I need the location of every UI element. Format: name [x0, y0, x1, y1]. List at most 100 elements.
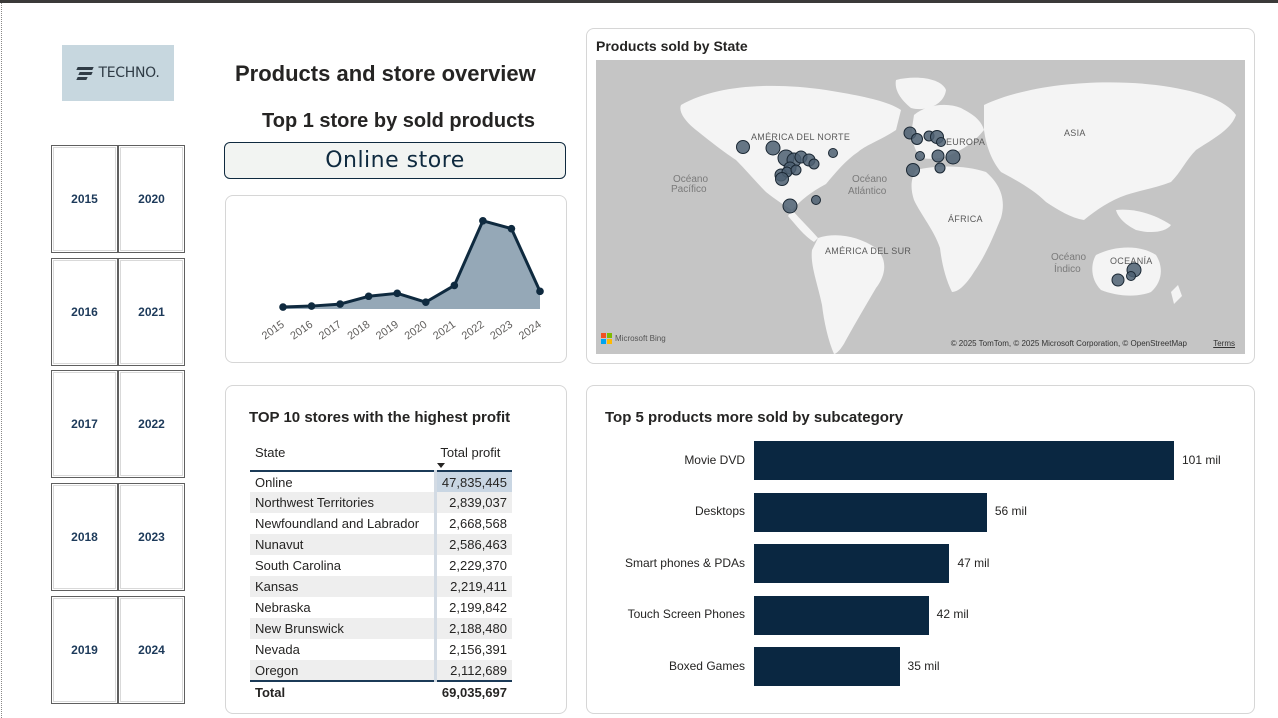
bar[interactable]	[754, 595, 929, 635]
bar[interactable]	[754, 492, 987, 532]
trend-point[interactable]	[421, 298, 430, 306]
trend-tick-label: 2024	[517, 319, 544, 343]
table-row[interactable]: Northwest Territories 2,839,037	[250, 492, 512, 513]
left-border	[1, 3, 2, 718]
sales-trend-card[interactable]: 2015 2016 2017 2018 2019 2020 2021 2022 2023 2024	[225, 195, 567, 363]
subcategory-title: Top 5 products more sold by subcategory	[605, 409, 904, 426]
map-bubble	[936, 137, 946, 147]
europe-land	[911, 104, 984, 159]
bar-category-label: Movie DVD	[684, 452, 745, 467]
map-label-north-america: AMÉRICA DEL NORTE	[751, 132, 850, 142]
trend-point[interactable]	[450, 281, 459, 290]
bar-category-label: Smart phones & PDAs	[624, 555, 745, 570]
new-zealand-land	[1171, 285, 1182, 304]
north-america-land	[680, 85, 901, 210]
year-button[interactable]: 2020	[118, 145, 185, 253]
world-map[interactable]: AMÉRICA DEL NORTE EUROPA ASIA ÁFRICA AMÉ…	[596, 60, 1245, 354]
bar-data-label: 42 mil	[936, 607, 969, 621]
map-label-oceania: OCEANÍA	[1110, 256, 1153, 266]
year-button[interactable]: 2016	[51, 258, 118, 366]
bing-logo: Microsoft Bing	[601, 333, 666, 344]
map-bubble	[934, 162, 946, 174]
profit-cell: 2,839,037	[433, 492, 512, 513]
map-bubbles[interactable]	[736, 126, 1142, 287]
year-button[interactable]: 2023	[118, 483, 185, 591]
map-bubble	[775, 172, 789, 186]
trend-point[interactable]	[507, 224, 516, 233]
trend-tick-label: 2015	[260, 319, 287, 343]
bar[interactable]	[754, 544, 950, 583]
trend-point[interactable]	[307, 302, 316, 310]
state-cell: New Brunswick	[250, 618, 436, 639]
state-cell: Northwest Territories	[250, 492, 436, 513]
trend-point[interactable]	[536, 287, 544, 296]
table-row[interactable]: Newfoundland and Labrador 2,668,568	[250, 513, 512, 534]
trend-tick-label: 2021	[431, 319, 458, 343]
bar[interactable]	[754, 441, 1174, 480]
state-cell: Nunavut	[250, 534, 436, 555]
trend-point[interactable]	[393, 289, 402, 298]
profit-table-title: TOP 10 stores with the highest profit	[249, 409, 511, 426]
table-row[interactable]: Kansas 2,219,411	[250, 576, 512, 597]
year-button[interactable]: 2024	[118, 596, 185, 704]
trend-tick-label: 2022	[460, 319, 487, 343]
state-cell: Online	[250, 471, 436, 492]
map-bubble	[931, 149, 945, 163]
trend-point[interactable]	[479, 217, 487, 225]
trend-point[interactable]	[279, 303, 287, 311]
table-row[interactable]: Nebraska 2,199,842	[250, 597, 512, 618]
column-header-total-profit[interactable]: Total profit	[435, 441, 512, 472]
greenland-land	[895, 77, 946, 110]
table-row[interactable]: Nevada 2,156,391	[250, 639, 512, 660]
map-label-africa: ÁFRICA	[948, 214, 983, 224]
logo-mark-icon	[75, 66, 95, 80]
bar-data-label: 47 mil	[957, 555, 990, 570]
state-cell: Nebraska	[250, 597, 436, 618]
logo-text: TECHNO.	[98, 65, 160, 81]
profit-cell: 2,112,689	[433, 660, 512, 681]
subcategory-card[interactable]: Top 5 products more sold by subcategory	[586, 385, 1255, 714]
table-row[interactable]: South Carolina 2,229,370	[250, 555, 512, 576]
bar-category-label: Desktops	[694, 504, 745, 518]
map-label-atlantic-1: Océano	[852, 174, 887, 185]
map-label-pacific-2: Pacífico	[671, 184, 707, 195]
section-subtitle: Top 1 store by sold products	[262, 110, 535, 132]
profit-cell: 2,199,842	[433, 597, 512, 618]
map-bubble	[828, 148, 838, 158]
map-terms-link[interactable]: Terms	[1213, 339, 1235, 348]
table-row[interactable]: Oregon 2,112,689	[250, 660, 512, 681]
bar-data-label: 101 mil	[1182, 452, 1221, 467]
year-button[interactable]: 2018	[51, 483, 118, 591]
trend-point[interactable]	[336, 300, 344, 308]
profit-cell: 2,668,568	[433, 513, 512, 534]
table-row[interactable]: Online 47,835,445	[250, 471, 512, 492]
profit-cell: 2,156,391	[433, 639, 512, 660]
profit-cell: 2,219,411	[433, 576, 512, 597]
table-row[interactable]: Nunavut 2,586,463	[250, 534, 512, 555]
year-button[interactable]: 2015	[51, 145, 118, 253]
top-border	[0, 0, 1278, 3]
trend-tick-label: 2023	[488, 319, 515, 343]
south-america-land	[811, 235, 885, 354]
year-button[interactable]: 2022	[118, 370, 185, 478]
microsoft-logo-icon	[601, 333, 612, 344]
australia-land	[1092, 247, 1161, 296]
trend-point[interactable]	[364, 292, 373, 301]
table-row[interactable]: New Brunswick 2,188,480	[250, 618, 512, 639]
year-button[interactable]: 2019	[51, 596, 118, 704]
central-america-land	[788, 210, 818, 242]
bar-data-label: 35 mil	[907, 658, 940, 673]
sales-trend-chart: 2015 2016 2017 2018 2019 2020 2021 2022 2023 2024	[260, 217, 544, 343]
year-button[interactable]: 2017	[51, 370, 118, 478]
bar[interactable]	[754, 647, 900, 686]
southeast-asia-land	[1116, 209, 1171, 233]
bing-text: Microsoft Bing	[615, 334, 666, 343]
map-label-asia: ASIA	[1064, 128, 1086, 138]
profit-cell: 2,188,480	[433, 618, 512, 639]
trend-tick-label: 2017	[317, 319, 344, 343]
sort-descending-icon	[437, 463, 446, 468]
map-label-indian-2: Índico	[1054, 262, 1081, 275]
column-header-state[interactable]: State	[250, 441, 436, 472]
page-title: Products and store overview	[235, 61, 536, 86]
year-button[interactable]: 2021	[118, 258, 185, 366]
